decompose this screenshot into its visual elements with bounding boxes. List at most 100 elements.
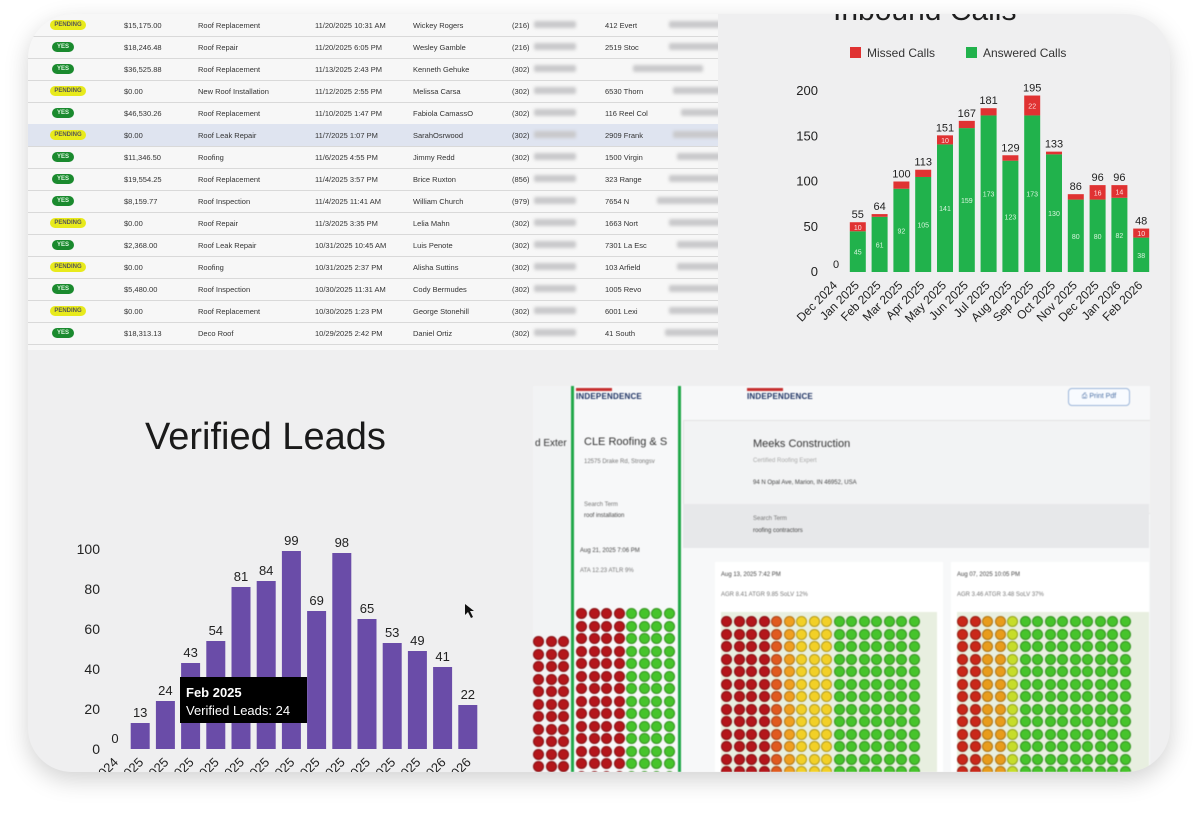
rank-pin[interactable] bbox=[908, 753, 920, 765]
rank-pin[interactable] bbox=[1119, 716, 1131, 727]
rank-pin[interactable] bbox=[1007, 741, 1018, 752]
rank-pin[interactable] bbox=[1044, 666, 1056, 677]
rank-pin[interactable] bbox=[796, 653, 807, 665]
rank-pin[interactable] bbox=[1119, 616, 1131, 627]
rank-pin[interactable] bbox=[758, 691, 770, 702]
rank-pin[interactable] bbox=[808, 691, 820, 702]
rank-pin[interactable] bbox=[576, 658, 587, 669]
rank-pin[interactable] bbox=[638, 658, 650, 669]
rank-pin[interactable] bbox=[558, 711, 569, 722]
rank-pin[interactable] bbox=[982, 653, 993, 665]
rank-pin[interactable] bbox=[545, 736, 557, 747]
rank-pin[interactable] bbox=[1082, 753, 1093, 765]
rank-pin[interactable] bbox=[533, 698, 544, 710]
rank-pin[interactable] bbox=[858, 703, 870, 715]
rank-pin[interactable] bbox=[1007, 716, 1018, 727]
rank-pin[interactable] bbox=[783, 653, 795, 665]
rank-pin[interactable] bbox=[733, 616, 745, 627]
rank-pin[interactable] bbox=[783, 628, 795, 640]
rank-pin[interactable] bbox=[651, 620, 662, 632]
rank-pin[interactable] bbox=[957, 691, 968, 702]
rank-pin[interactable] bbox=[626, 670, 637, 682]
rank-pin[interactable] bbox=[626, 708, 637, 719]
rank-pin[interactable] bbox=[994, 641, 1006, 652]
rank-pin[interactable] bbox=[896, 716, 907, 727]
rank-pin[interactable] bbox=[982, 628, 993, 640]
rank-pin[interactable] bbox=[1094, 691, 1106, 702]
rank-pin[interactable] bbox=[1007, 691, 1018, 702]
rank-pin[interactable] bbox=[651, 670, 662, 682]
rank-pin[interactable] bbox=[626, 770, 637, 772]
rank-pin[interactable] bbox=[651, 633, 662, 644]
table-row[interactable]: YES $5,480.00 Roof Inspection 10/30/2025 11… bbox=[28, 278, 718, 301]
rank-pin[interactable] bbox=[746, 703, 757, 715]
rank-pin[interactable] bbox=[733, 641, 745, 652]
rank-pin[interactable] bbox=[721, 741, 732, 752]
rank-pin[interactable] bbox=[871, 691, 882, 702]
rank-pin[interactable] bbox=[783, 616, 795, 627]
rank-pin[interactable] bbox=[733, 728, 745, 740]
rank-pin[interactable] bbox=[651, 645, 662, 657]
rank-pin[interactable] bbox=[1057, 703, 1068, 715]
rank-pin[interactable] bbox=[721, 641, 732, 652]
rank-pin[interactable] bbox=[638, 620, 650, 632]
rank-pin[interactable] bbox=[758, 703, 770, 715]
rank-pin[interactable] bbox=[883, 741, 895, 752]
rank-pin[interactable] bbox=[638, 645, 650, 657]
rank-pin[interactable] bbox=[758, 628, 770, 640]
rank-pin[interactable] bbox=[771, 753, 782, 765]
rank-pin[interactable] bbox=[746, 641, 757, 652]
print-pdf-button[interactable]: ⎙ Print Pdf bbox=[1068, 388, 1130, 406]
rank-pin[interactable] bbox=[1007, 628, 1018, 640]
rank-pin[interactable] bbox=[771, 653, 782, 665]
rank-pin[interactable] bbox=[1069, 753, 1081, 765]
rank-pin[interactable] bbox=[883, 616, 895, 627]
rank-pin[interactable] bbox=[558, 761, 569, 772]
rank-pin[interactable] bbox=[821, 716, 832, 727]
rank-pin[interactable] bbox=[1069, 703, 1081, 715]
rank-pin[interactable] bbox=[558, 673, 569, 685]
rank-pin[interactable] bbox=[821, 653, 832, 665]
rank-pin[interactable] bbox=[808, 666, 820, 677]
rank-pin[interactable] bbox=[758, 728, 770, 740]
rank-pin[interactable] bbox=[982, 616, 993, 627]
rank-pin[interactable] bbox=[663, 633, 675, 644]
rank-pin[interactable] bbox=[1057, 666, 1068, 677]
rank-pin[interactable] bbox=[1119, 641, 1131, 652]
rank-pin[interactable] bbox=[1094, 766, 1106, 772]
rank-pin[interactable] bbox=[1044, 716, 1056, 727]
rank-pin[interactable] bbox=[1044, 766, 1056, 772]
rank-pin[interactable] bbox=[1019, 666, 1031, 677]
legend-answered[interactable]: Answered Calls bbox=[966, 46, 1066, 60]
rank-pin[interactable] bbox=[533, 636, 544, 647]
rank-pin[interactable] bbox=[846, 653, 857, 665]
rank-pin[interactable] bbox=[908, 716, 920, 727]
rank-pin[interactable] bbox=[908, 703, 920, 715]
rank-pin[interactable] bbox=[746, 716, 757, 727]
rank-pin[interactable] bbox=[663, 745, 675, 757]
rank-pin[interactable] bbox=[558, 686, 569, 697]
rank-pin[interactable] bbox=[771, 678, 782, 690]
rank-pin[interactable] bbox=[833, 716, 845, 727]
rank-pin[interactable] bbox=[1044, 616, 1056, 627]
rank-pin[interactable] bbox=[1107, 628, 1118, 640]
rank-pin[interactable] bbox=[601, 720, 612, 732]
rank-pin[interactable] bbox=[601, 695, 612, 707]
rank-pin[interactable] bbox=[1069, 766, 1081, 772]
rank-pin[interactable] bbox=[846, 678, 857, 690]
rank-pin[interactable] bbox=[721, 628, 732, 640]
rank-pin[interactable] bbox=[663, 708, 675, 719]
rank-pin[interactable] bbox=[1057, 753, 1068, 765]
rank-pin[interactable] bbox=[1007, 703, 1018, 715]
rank-pin[interactable] bbox=[1107, 666, 1118, 677]
rank-pin[interactable] bbox=[638, 670, 650, 682]
rank-pin[interactable] bbox=[721, 703, 732, 715]
rank-pin[interactable] bbox=[613, 708, 625, 719]
rank-pin[interactable] bbox=[601, 620, 612, 632]
rank-pin[interactable] bbox=[1057, 678, 1068, 690]
rank-pin[interactable] bbox=[1107, 691, 1118, 702]
rank-pin[interactable] bbox=[771, 716, 782, 727]
rank-pin[interactable] bbox=[638, 695, 650, 707]
rank-pin[interactable] bbox=[1069, 666, 1081, 677]
rank-pin[interactable] bbox=[1082, 741, 1093, 752]
